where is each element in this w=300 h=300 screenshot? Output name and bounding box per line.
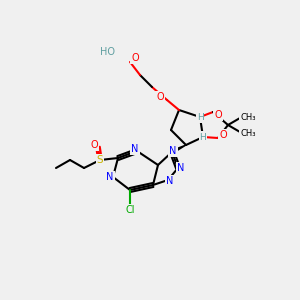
Text: HO: HO xyxy=(100,47,115,57)
Text: H: H xyxy=(200,133,206,142)
Text: O: O xyxy=(131,53,139,63)
Polygon shape xyxy=(171,145,186,153)
Text: O: O xyxy=(214,110,222,120)
Text: H: H xyxy=(196,112,203,122)
Text: N: N xyxy=(177,163,185,173)
Text: O: O xyxy=(156,92,164,102)
Text: N: N xyxy=(166,176,174,186)
Text: N: N xyxy=(169,146,177,156)
Text: Cl: Cl xyxy=(125,205,135,215)
Text: CH₃: CH₃ xyxy=(240,112,256,122)
Text: S: S xyxy=(97,155,103,165)
Text: N: N xyxy=(131,144,139,154)
Text: N: N xyxy=(106,172,114,182)
Text: CH₃: CH₃ xyxy=(240,128,256,137)
Text: O: O xyxy=(219,130,227,140)
Text: O: O xyxy=(90,140,98,150)
